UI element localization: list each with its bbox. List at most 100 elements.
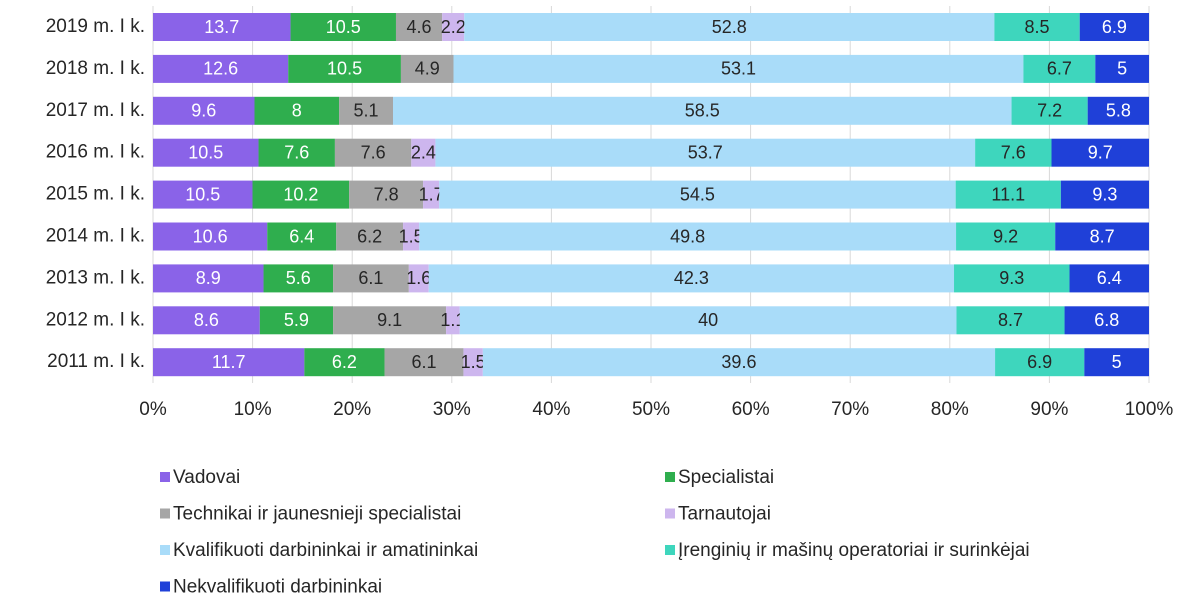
legend-label: Specialistai	[678, 467, 774, 488]
legend-label: Technikai ir jaunesnieji specialistai	[173, 504, 461, 525]
legend-swatch	[160, 581, 170, 592]
bar-segment	[411, 138, 436, 167]
data-label: 9.2	[993, 226, 1018, 246]
data-label: 6.4	[289, 226, 314, 246]
data-label: 9.7	[1088, 142, 1113, 162]
bar-segment	[453, 54, 1024, 83]
data-label: 54.5	[680, 184, 715, 204]
bar-segment	[336, 222, 404, 251]
data-label: 4.9	[415, 59, 440, 79]
bar-segment	[153, 180, 253, 209]
bar-segment	[153, 13, 291, 41]
bar-segment	[252, 180, 350, 209]
data-label: 5	[1112, 352, 1122, 372]
data-label: 8	[292, 101, 302, 121]
data-label: 6.1	[411, 352, 436, 372]
data-label: 9.3	[1092, 184, 1117, 204]
bar-segment	[956, 306, 1065, 335]
data-label: 42.3	[674, 268, 709, 288]
bar-segment	[333, 306, 447, 335]
data-label: 7.6	[284, 142, 309, 162]
bar-segment	[153, 96, 255, 125]
x-tick-label: 10%	[234, 399, 272, 420]
y-tick-label: 2018 m. I k.	[46, 58, 145, 79]
data-label: 13.7	[204, 17, 239, 37]
data-label: 1.1	[440, 310, 465, 330]
bar-segment	[1084, 348, 1149, 377]
data-label: 5.1	[354, 101, 379, 121]
data-label: 53.1	[721, 59, 756, 79]
data-label: 8.7	[1090, 226, 1115, 246]
bar-segment	[153, 264, 264, 293]
data-label: 10.2	[283, 184, 318, 204]
data-label: 58.5	[685, 101, 720, 121]
bar-segment	[267, 222, 337, 251]
bar-segment	[153, 138, 259, 167]
legend-label: Vadovai	[173, 467, 240, 488]
data-label: 9.3	[999, 268, 1024, 288]
bar-segment	[435, 138, 976, 167]
x-tick-label: 90%	[1030, 399, 1068, 420]
bar-segment	[384, 348, 464, 377]
x-tick-label: 0%	[139, 399, 167, 420]
bar-segment	[333, 264, 409, 293]
bar-segment	[975, 138, 1052, 167]
bar-segment	[1079, 13, 1149, 41]
data-label: 8.9	[196, 268, 221, 288]
data-label: 49.8	[670, 226, 705, 246]
bar-segment	[428, 264, 955, 293]
bar-segment	[994, 13, 1080, 41]
x-tick-label: 30%	[433, 399, 471, 420]
bar-segment	[459, 306, 957, 335]
bar-segment	[403, 222, 420, 251]
legend-swatch	[665, 472, 675, 482]
bar-segment	[153, 54, 289, 83]
data-label: 5.6	[286, 268, 311, 288]
data-label: 10.5	[185, 184, 220, 204]
data-label: 39.6	[721, 352, 756, 372]
bar-segment	[464, 13, 995, 41]
bar-segment	[423, 180, 440, 209]
legend-swatch	[160, 508, 170, 519]
y-tick-label: 2019 m. I k.	[46, 16, 145, 37]
data-label: 5	[1117, 59, 1127, 79]
data-label: 1.7	[419, 184, 444, 204]
data-label: 53.7	[688, 142, 723, 162]
bar-segment	[1011, 96, 1088, 125]
data-label: 1.6	[406, 268, 431, 288]
y-tick-label: 2017 m. I k.	[46, 100, 145, 121]
data-label: 52.8	[712, 17, 747, 37]
data-label: 7.2	[1037, 101, 1062, 121]
data-label: 5.8	[1106, 101, 1131, 121]
bar-segment	[954, 264, 1070, 293]
data-label: 8.7	[998, 310, 1023, 330]
y-tick-label: 2012 m. I k.	[46, 309, 145, 330]
bar-segment	[304, 348, 385, 377]
data-label: 10.5	[326, 17, 361, 37]
y-tick-label: 2013 m. I k.	[46, 267, 145, 288]
data-label: 11.1	[991, 184, 1025, 204]
bar-segment	[1051, 138, 1149, 167]
data-label: 7.8	[374, 184, 399, 204]
data-label: 6.1	[358, 268, 383, 288]
legend-label: Įrenginių ir mašinų operatoriai ir surin…	[678, 540, 1030, 561]
bar-segment	[153, 222, 268, 251]
data-label: 10.6	[193, 226, 228, 246]
bar-segment	[446, 306, 460, 335]
y-tick-label: 2015 m. I k.	[46, 184, 145, 205]
bar-segment	[259, 306, 334, 335]
data-label: 1.5	[399, 226, 424, 246]
bar-segment	[1023, 54, 1096, 83]
data-label: 8.6	[194, 310, 219, 330]
bar-segment	[439, 180, 956, 209]
bar-segment	[400, 54, 454, 83]
x-tick-label: 40%	[532, 399, 570, 420]
bar-segment	[995, 348, 1085, 377]
data-label: 7.6	[1001, 142, 1026, 162]
bar-segment	[395, 13, 443, 41]
legend-label: Tarnautojai	[678, 504, 771, 525]
data-label: 6.2	[332, 352, 357, 372]
bar-segment	[408, 264, 429, 293]
bar-segment	[290, 13, 396, 41]
y-tick-label: 2014 m. I k.	[46, 226, 145, 247]
